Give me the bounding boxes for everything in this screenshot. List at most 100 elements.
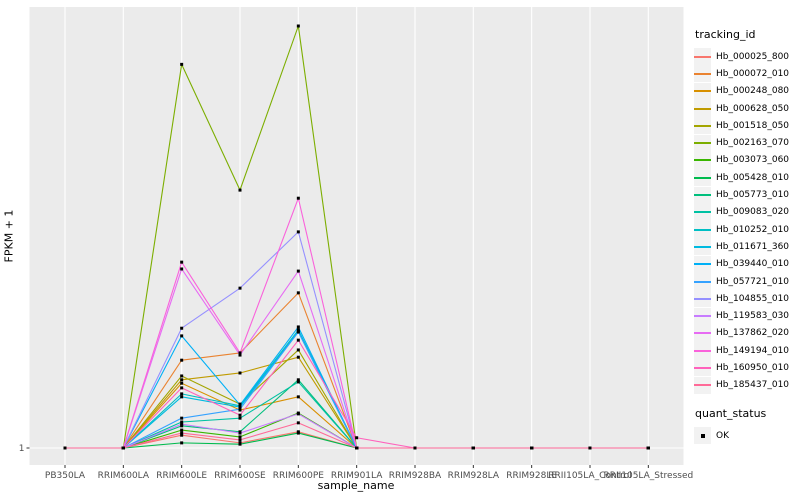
legend-quant-section: quant_status OK xyxy=(694,406,800,445)
data-point xyxy=(238,353,242,357)
data-point xyxy=(180,358,184,362)
data-point xyxy=(238,371,242,375)
legend-key xyxy=(694,65,711,83)
legend-key xyxy=(694,342,711,360)
data-point xyxy=(355,436,359,440)
legend-item: Hb_002163_070 xyxy=(694,134,800,152)
data-point xyxy=(471,446,475,450)
data-point xyxy=(238,442,242,446)
legend-item: Hb_104855_010 xyxy=(694,290,800,308)
legend-item: Hb_000025_800 xyxy=(694,48,800,66)
x-tick-label: RRIM600LA xyxy=(98,471,150,481)
legend-item-label: OK xyxy=(716,430,729,441)
y-tick-label: 1 xyxy=(19,444,25,454)
data-point xyxy=(238,431,242,435)
legend-key-line-icon xyxy=(694,366,711,369)
legend-item: OK xyxy=(694,427,800,445)
x-tick-label: RRIM928LA xyxy=(448,471,500,481)
legend-key-line-icon xyxy=(694,384,711,387)
data-point xyxy=(238,435,242,439)
legend-key xyxy=(694,134,711,152)
legend-key-line-icon xyxy=(694,142,711,145)
data-point xyxy=(180,416,184,420)
data-point xyxy=(180,441,184,445)
data-point xyxy=(238,438,242,442)
data-point xyxy=(296,412,300,416)
legend-title-quant-status: quant_status xyxy=(695,406,767,420)
legend-item: Hb_000248_080 xyxy=(694,82,800,100)
legend-key-line-icon xyxy=(694,228,711,231)
legend-key-line-icon xyxy=(694,349,711,352)
legend-item: Hb_185437_010 xyxy=(694,376,800,394)
legend-key xyxy=(694,221,711,239)
data-point xyxy=(296,230,300,234)
legend-key xyxy=(694,151,711,169)
legend-item: Hb_011671_360 xyxy=(694,238,800,256)
legend-item-label: Hb_185437_010 xyxy=(716,380,790,391)
x-tick-label: RRII105LA_Stressed xyxy=(603,471,693,481)
data-point xyxy=(180,374,184,378)
legend-key xyxy=(694,48,711,66)
x-tick-label: PB350LA xyxy=(45,471,86,481)
legend-key-line-icon xyxy=(694,124,711,127)
data-point xyxy=(296,196,300,200)
legend-item-label: Hb_009083_020 xyxy=(716,207,790,218)
data-point xyxy=(180,422,184,426)
legend-item: Hb_039440_010 xyxy=(694,255,800,273)
legend-key xyxy=(694,100,711,118)
data-point xyxy=(180,386,184,390)
data-point xyxy=(296,338,300,342)
legend-key-line-icon xyxy=(694,176,711,179)
legend-title-tracking-id: tracking_id xyxy=(695,28,756,41)
data-point xyxy=(180,431,184,435)
data-point xyxy=(296,421,300,425)
legend-key xyxy=(694,186,711,204)
data-point xyxy=(588,446,592,450)
data-point xyxy=(238,351,242,355)
legend-key xyxy=(694,203,711,221)
legend-quant-items: OK xyxy=(694,427,800,445)
x-tick-label: RRII105LA_Control xyxy=(548,471,631,481)
data-point xyxy=(180,381,184,385)
data-point xyxy=(296,325,300,329)
legend-key-line-icon xyxy=(694,245,711,248)
data-point xyxy=(296,378,300,382)
legend-item-label: Hb_010252_010 xyxy=(716,224,790,235)
legend-key-line-icon xyxy=(694,194,711,197)
legend-key xyxy=(694,427,711,445)
data-point xyxy=(238,286,242,290)
data-point xyxy=(180,420,184,424)
legend-key-line-icon xyxy=(694,280,711,283)
legend-item: Hb_057721_010 xyxy=(694,273,800,290)
legend-key xyxy=(694,324,711,342)
legend-key-line-icon xyxy=(694,297,711,300)
legend-key-square-icon xyxy=(700,433,705,438)
legend-item: Hb_009083_020 xyxy=(694,203,800,221)
data-point xyxy=(180,267,184,271)
legend-key-line-icon xyxy=(694,332,711,335)
legend-key-line-icon xyxy=(694,159,711,162)
legend-item-label: Hb_160950_010 xyxy=(716,362,790,373)
legend-key xyxy=(694,376,711,394)
legend-item: Hb_010252_010 xyxy=(694,221,800,239)
x-tick-label: RRIM928LE xyxy=(506,471,557,481)
data-point xyxy=(238,407,242,411)
legend-item-label: Hb_000072_010 xyxy=(716,68,790,79)
data-point xyxy=(180,62,184,66)
data-point xyxy=(180,378,184,382)
legend-key xyxy=(694,169,711,187)
data-point xyxy=(121,446,125,450)
data-point xyxy=(180,428,184,432)
legend-item: Hb_160950_010 xyxy=(694,359,800,377)
legend-item-label: Hb_011671_360 xyxy=(716,241,790,252)
data-point xyxy=(355,446,359,450)
x-axis-title: sample_name xyxy=(317,479,395,492)
legend-item-label: Hb_039440_010 xyxy=(716,259,790,270)
y-axis-title: FPKM + 1 xyxy=(2,209,16,263)
legend-item-label: Hb_005773_010 xyxy=(716,190,790,201)
data-point xyxy=(296,269,300,273)
legend-item-label: Hb_002163_070 xyxy=(716,138,790,149)
legend-item: Hb_005428_010 xyxy=(694,169,800,187)
x-tick-label: RRIM600SE xyxy=(214,471,266,481)
